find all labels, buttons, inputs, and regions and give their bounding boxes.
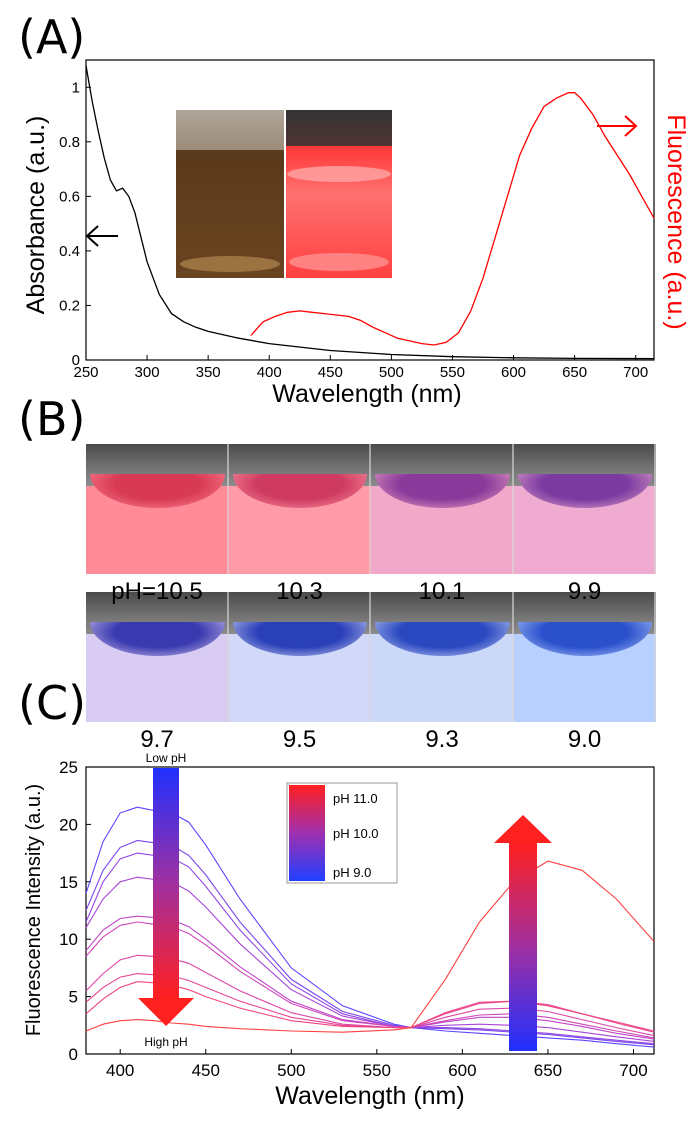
chart-a-xtick-label: 350 xyxy=(196,364,221,381)
high-ph-rising-arrow xyxy=(494,815,552,1051)
ph-label: 9.3 xyxy=(425,726,459,753)
vial-photo xyxy=(86,592,229,722)
chart-a-xtick-label: 450 xyxy=(318,364,343,381)
vial-photo xyxy=(513,444,656,574)
vial-photo-row-low-ph xyxy=(86,592,656,722)
chart-a-xtick-label: 650 xyxy=(562,364,587,381)
vial-photo xyxy=(513,592,656,722)
chart-a-ytick-label: 0.4 xyxy=(59,243,80,260)
panel-label-c: (C) xyxy=(18,676,87,730)
legend-ph-10: pH 10.0 xyxy=(333,826,379,841)
vial-photo-uv xyxy=(286,110,392,278)
chart-c-ytick-label: 20 xyxy=(59,815,78,834)
vial-photo-row-high-ph xyxy=(86,444,656,574)
chart-c-series-ph-9-7 xyxy=(85,876,655,1042)
panel-label-a: (A) xyxy=(18,10,86,64)
chart-c-xtick-label: 400 xyxy=(106,1061,134,1080)
chart-a: 250 300 350 400 450 500 550 600 650 700 0 0.2 0.4 0.6… xyxy=(22,59,690,408)
chart-a-xtick-label: 700 xyxy=(623,364,648,381)
vial-photo xyxy=(371,592,514,722)
chart-a-ylabel: Absorbance (a.u.) xyxy=(22,116,50,315)
chart-a-ylabel-right: Fluorescence (a.u.) xyxy=(662,114,690,329)
chart-c-ylabel: Fluorescence Intensity (a.u.) xyxy=(23,784,45,1036)
high-ph-label: High pH xyxy=(144,1035,187,1049)
chart-a-frame xyxy=(85,59,655,361)
chart-c-xtick-label: 700 xyxy=(619,1061,647,1080)
chart-c-series-ph-11-0 xyxy=(85,860,655,1033)
chart-a-xlabel: Wavelength (nm) xyxy=(272,380,461,408)
chart-a-xtick-label: 250 xyxy=(73,364,98,381)
chart-c-series-ph-10-0 xyxy=(85,921,655,1039)
chart-a-ytick-label: 0 xyxy=(72,352,80,369)
vial-photo xyxy=(228,592,371,722)
ph-label: 10.1 xyxy=(418,578,466,605)
low-to-high-ph-arrow xyxy=(138,768,194,1026)
chart-c-ytick-label: 25 xyxy=(59,758,78,777)
chart-c-xtick-label: 450 xyxy=(192,1061,220,1080)
chart-c-xtick-label: 600 xyxy=(448,1061,476,1080)
ph-label: 10.3 xyxy=(276,578,323,605)
ph-label: 9.7 xyxy=(140,726,174,753)
absorbance-axis-arrow xyxy=(85,225,118,247)
chart-c-series-ph-10-5 xyxy=(85,981,655,1032)
chart-c-series-ph-9-3 xyxy=(85,839,655,1046)
chart-c-series-ph-9-5 xyxy=(85,852,655,1045)
chart-a-ytick-label: 1 xyxy=(72,79,80,96)
chart-a-xtick-label: 300 xyxy=(135,364,160,381)
fluorescence-axis-arrow xyxy=(597,115,638,137)
chart-c-series-ph-9-9 xyxy=(85,915,655,1040)
chart-c-xtick-label: 550 xyxy=(363,1061,391,1080)
ph-color-legend: pH 11.0 pH 10.0 pH 9.0 xyxy=(286,782,398,884)
chart-a-xtick-label: 600 xyxy=(501,364,526,381)
chart-c-xlabel: Wavelength (nm) xyxy=(275,1082,464,1110)
chart-c-series-ph-10-1 xyxy=(85,954,655,1037)
panel-label-b: (B) xyxy=(18,392,86,446)
chart-a-ytick-label: 0.6 xyxy=(59,188,80,205)
chart-c-ytick-label: 0 xyxy=(69,1045,78,1064)
chart-a-xtick-label: 500 xyxy=(379,364,404,381)
legend-ph-9: pH 9.0 xyxy=(333,865,371,880)
ph-label: 9.9 xyxy=(567,578,602,605)
chart-a-ytick-label: 0.8 xyxy=(59,134,80,151)
chart-a-ytick-label: 0.2 xyxy=(59,297,80,314)
chart-c-ytick-label: 5 xyxy=(69,988,78,1007)
chart-c-xtick-label: 500 xyxy=(277,1061,305,1080)
chart-c-xtick-label: 650 xyxy=(534,1061,562,1080)
vial-photo xyxy=(371,444,514,574)
vial-photo xyxy=(228,444,371,574)
vial-photo xyxy=(86,444,229,574)
chart-a-series-absorbance xyxy=(85,65,655,360)
ph-label: 9.5 xyxy=(282,726,317,753)
chart-a-series-fluorescence xyxy=(250,92,655,346)
chart-a-xtick-label: 550 xyxy=(440,364,465,381)
chart-c-ytick-label: 10 xyxy=(59,930,78,949)
low-ph-label: Low pH xyxy=(146,751,187,765)
ph-label: pH=10.5 xyxy=(111,578,203,605)
vial-photo-daylight xyxy=(176,110,284,278)
chart-c-series-ph-9-0 xyxy=(85,806,655,1048)
legend-ph-11: pH 11.0 xyxy=(333,791,378,806)
chart-a-xtick-label: 400 xyxy=(257,364,282,381)
chart-c-ytick-label: 15 xyxy=(59,873,78,892)
chart-c-series-ph-10-3 xyxy=(85,973,655,1033)
ph-label: 9.0 xyxy=(567,726,602,753)
